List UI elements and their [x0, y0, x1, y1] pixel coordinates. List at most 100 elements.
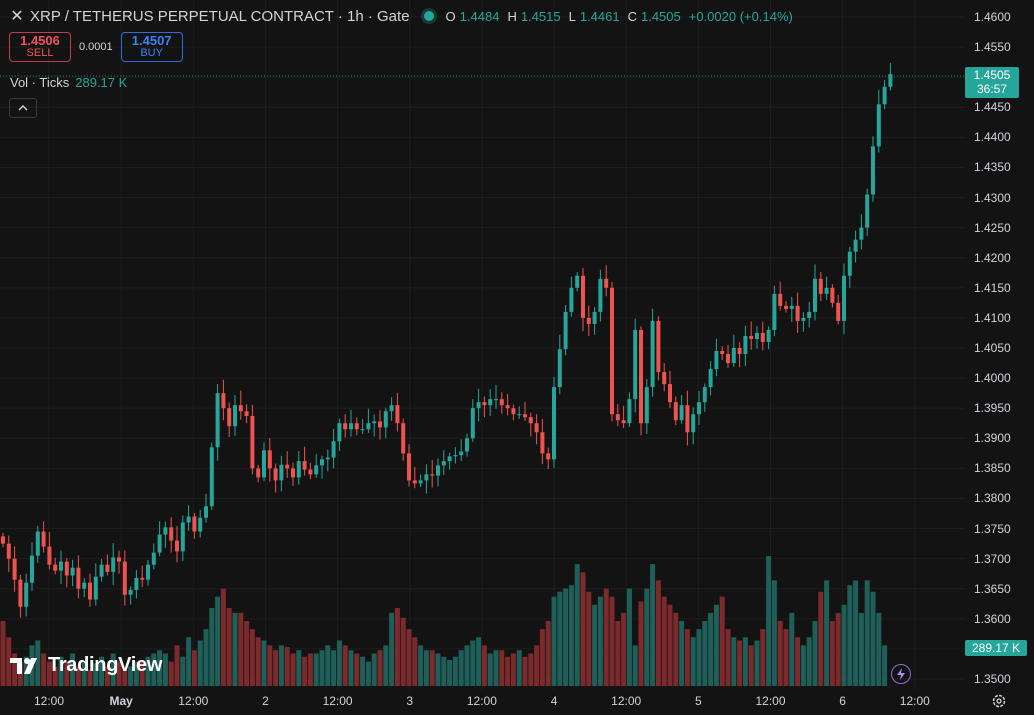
volume-bar: [719, 596, 725, 686]
candle-body: [233, 405, 237, 427]
candle-body: [876, 104, 881, 147]
candle-body: [256, 468, 261, 478]
candle-body: [250, 416, 255, 469]
high-label: H: [507, 8, 517, 24]
volume-bar: [464, 645, 470, 686]
volume-bar: [75, 666, 81, 686]
volume-bar: [389, 612, 395, 686]
candle-body: [337, 423, 342, 442]
symbol-title[interactable]: XRP / TETHERUS PERPETUAL CONTRACT · 1h ·…: [30, 7, 410, 25]
candle-body: [273, 468, 278, 481]
candle-body: [523, 414, 527, 418]
volume-bar: [476, 637, 482, 686]
candle-body: [697, 402, 701, 415]
candle-body: [534, 423, 539, 433]
price-tick-label: 1.4350: [974, 160, 1011, 175]
candle-body: [528, 417, 533, 424]
candle-body: [53, 564, 58, 571]
candle-body: [111, 557, 116, 572]
candle-body: [436, 465, 440, 476]
volume-bar: [708, 612, 714, 686]
volume-bar: [209, 608, 215, 686]
price-tick-label: 1.3850: [974, 461, 1011, 476]
candle-body: [360, 429, 365, 431]
volume-bar: [545, 621, 551, 686]
time-tick-label: 12:00: [466, 694, 497, 708]
volume-bar: [41, 653, 47, 686]
volume-bar: [800, 645, 806, 686]
volume-bar: [302, 656, 308, 686]
candle-body: [389, 405, 394, 412]
candle-body: [882, 86, 887, 105]
buy-price: 1.4507: [131, 33, 172, 49]
volume-bar: [133, 661, 139, 686]
candle-body: [581, 275, 585, 318]
candle-body: [59, 561, 63, 571]
candle-body: [378, 421, 382, 428]
gear-icon[interactable]: [990, 692, 1008, 710]
sell-button[interactable]: 1.4506 SELL: [9, 32, 71, 62]
close-icon[interactable]: ✕: [10, 8, 24, 25]
candle-body: [41, 531, 46, 547]
volume-bar: [273, 650, 279, 686]
candle-body: [470, 408, 475, 439]
time-tick-label: 2: [262, 694, 269, 708]
candle-body: [766, 329, 771, 342]
volume-legend[interactable]: Vol · Ticks 289.17 K: [10, 75, 127, 90]
price-tick-label: 1.3700: [974, 551, 1011, 566]
candle-body: [47, 546, 52, 565]
candle-body: [859, 227, 864, 240]
candle-body: [441, 461, 446, 466]
volume-bar: [876, 612, 882, 686]
candle-body: [818, 278, 823, 294]
candle-body: [343, 423, 348, 430]
volume-bar: [6, 637, 12, 686]
volume-bar: [568, 585, 574, 686]
buy-button[interactable]: 1.4507 BUY: [120, 32, 183, 62]
candle-body: [302, 461, 307, 470]
last-price-value: 1.4505: [973, 68, 1011, 82]
spread-value: 0.0001: [79, 41, 113, 53]
volume-bar: [162, 653, 168, 686]
volume-legend-label: Vol · Ticks: [10, 75, 70, 90]
volume-bar: [667, 604, 673, 686]
high-value: 1.4515: [520, 8, 561, 24]
candle-body: [169, 527, 174, 541]
chart-grid: [0, 0, 965, 690]
chart-header: ✕ XRP / TETHERUS PERPETUAL CONTRACT · 1h…: [10, 6, 797, 26]
volume-bar: [481, 645, 487, 686]
candle-body: [412, 480, 417, 484]
price-tick-label: 1.4100: [974, 310, 1011, 325]
volume-bar: [186, 637, 192, 686]
volume-bar: [238, 612, 244, 686]
candle-body: [465, 438, 469, 452]
volume-bar: [139, 661, 145, 686]
volume-bar: [110, 653, 116, 686]
candle-body: [569, 287, 574, 312]
chevron-up-icon[interactable]: [9, 98, 37, 118]
volume-bar: [771, 580, 777, 686]
candle-body: [221, 393, 226, 409]
volume-bar: [122, 669, 128, 686]
volume-bar: [638, 601, 644, 686]
lightning-icon[interactable]: [891, 664, 911, 684]
candle-body: [320, 459, 324, 466]
candle-body: [702, 387, 707, 403]
tradingview-logo[interactable]: TradingView: [10, 654, 162, 677]
candle-body: [731, 348, 736, 364]
volume-bar: [180, 656, 186, 686]
candle-body: [552, 387, 556, 460]
candle-body: [772, 293, 777, 330]
volume-bar: [870, 591, 876, 686]
volume-bar: [307, 653, 313, 686]
volume-bar: [609, 596, 615, 686]
volume-bar: [81, 661, 87, 686]
candle-body: [789, 305, 794, 309]
candle-body: [186, 516, 191, 523]
volume-bar: [423, 650, 429, 686]
candle-body: [279, 464, 284, 481]
volume-bar: [157, 650, 163, 686]
candle-body: [795, 305, 800, 321]
candle-body: [267, 450, 272, 469]
